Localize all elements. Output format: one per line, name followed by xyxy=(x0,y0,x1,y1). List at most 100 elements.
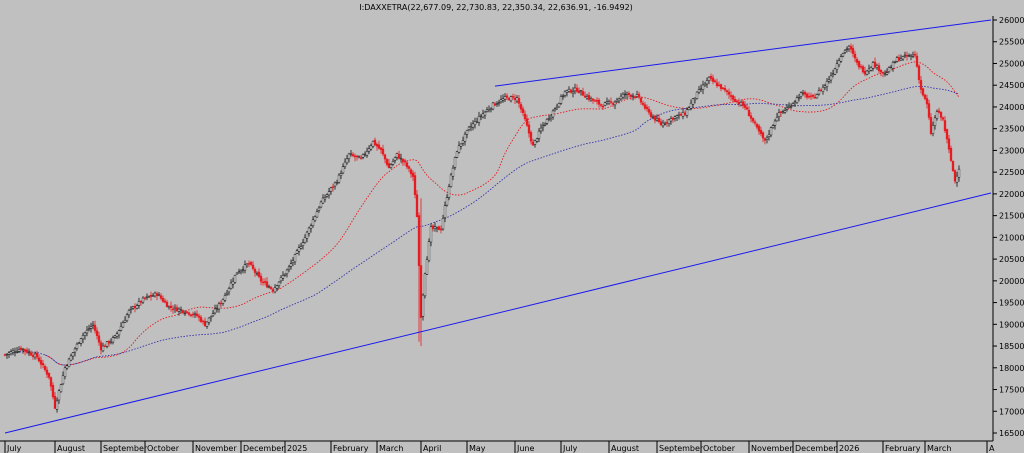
candle xyxy=(365,147,369,158)
candle xyxy=(39,356,43,369)
candle-body xyxy=(35,352,39,358)
candle xyxy=(525,114,529,127)
candle xyxy=(715,78,719,88)
candle xyxy=(269,285,273,290)
candle xyxy=(223,292,227,303)
candle-body xyxy=(691,98,695,105)
candle-body xyxy=(431,225,435,229)
candle-body xyxy=(515,97,519,102)
candle-body xyxy=(481,113,485,118)
candle-body xyxy=(827,79,831,82)
candle xyxy=(537,128,541,143)
candle-body xyxy=(183,312,187,315)
candle xyxy=(751,117,755,124)
candle-body xyxy=(275,285,279,289)
candle xyxy=(865,70,869,76)
candle-body xyxy=(783,110,787,113)
candle-body xyxy=(491,102,495,110)
candle xyxy=(71,351,75,360)
candle-body xyxy=(581,91,585,96)
candle xyxy=(887,66,891,74)
candle xyxy=(817,87,821,96)
candle xyxy=(499,95,503,104)
candle-body xyxy=(79,338,83,344)
candle-body xyxy=(221,299,225,304)
candle-body xyxy=(345,158,349,164)
candle-body xyxy=(171,308,175,311)
candle xyxy=(857,60,861,70)
candle-body xyxy=(203,320,207,327)
candle-body xyxy=(721,87,725,89)
candle-body xyxy=(875,65,879,68)
candle-body xyxy=(379,147,383,150)
candle-body xyxy=(167,306,171,309)
candle-body xyxy=(51,385,55,398)
candle xyxy=(561,94,565,100)
candle xyxy=(947,134,951,154)
candle-body xyxy=(519,104,523,110)
candle xyxy=(839,54,843,63)
candle xyxy=(543,122,547,127)
x-tick-label: December xyxy=(243,444,285,453)
candle-body xyxy=(653,115,657,121)
candle-body xyxy=(399,157,403,160)
candle-body xyxy=(401,159,405,162)
candle-body xyxy=(243,264,247,271)
candle-body xyxy=(417,215,421,267)
candle-body xyxy=(261,281,265,284)
candle-body xyxy=(3,354,7,356)
candle xyxy=(767,130,771,141)
candle-body xyxy=(85,329,89,334)
candle-body xyxy=(175,307,179,312)
candle xyxy=(361,153,365,160)
candle xyxy=(49,376,53,391)
candle-body xyxy=(333,182,337,187)
candle-body xyxy=(641,102,645,105)
candle xyxy=(93,320,97,334)
y-tick-label: 20500 xyxy=(999,255,1024,264)
candle-body xyxy=(925,98,929,105)
candle xyxy=(879,69,883,77)
candle xyxy=(541,122,545,132)
candle-body xyxy=(419,265,423,318)
candle-body xyxy=(881,72,885,74)
candle xyxy=(141,296,145,305)
candle xyxy=(217,301,221,313)
candle-body xyxy=(905,55,909,57)
candle-body xyxy=(897,57,901,61)
candle-body xyxy=(331,186,335,188)
candle-body xyxy=(387,163,391,169)
candle-body xyxy=(763,138,767,141)
candle-body xyxy=(473,121,477,126)
candle-body xyxy=(141,297,145,303)
candle xyxy=(853,50,857,62)
candle xyxy=(451,165,455,181)
candle-body xyxy=(951,161,955,171)
candle-body xyxy=(577,90,581,93)
candle-body xyxy=(279,277,283,282)
candle-body xyxy=(11,350,15,353)
candle xyxy=(529,130,533,145)
candle xyxy=(43,364,47,372)
x-tick-label: July xyxy=(6,444,22,453)
candle-body xyxy=(111,337,115,343)
candle xyxy=(805,92,809,100)
candle-body xyxy=(47,372,51,378)
candle xyxy=(869,66,873,72)
candle xyxy=(591,98,595,104)
candle xyxy=(155,291,159,301)
candle-body xyxy=(727,91,731,95)
candle-body xyxy=(283,273,287,276)
candle xyxy=(233,274,237,284)
candle-body xyxy=(479,115,483,118)
candle-body xyxy=(923,94,927,99)
candle-body xyxy=(913,53,917,56)
candle xyxy=(305,230,309,243)
candle xyxy=(617,97,621,104)
y-tick-label: 24500 xyxy=(999,81,1024,90)
candle-body xyxy=(297,247,301,252)
candle-body xyxy=(485,109,489,112)
candle xyxy=(547,114,551,122)
candle-body xyxy=(393,157,397,161)
